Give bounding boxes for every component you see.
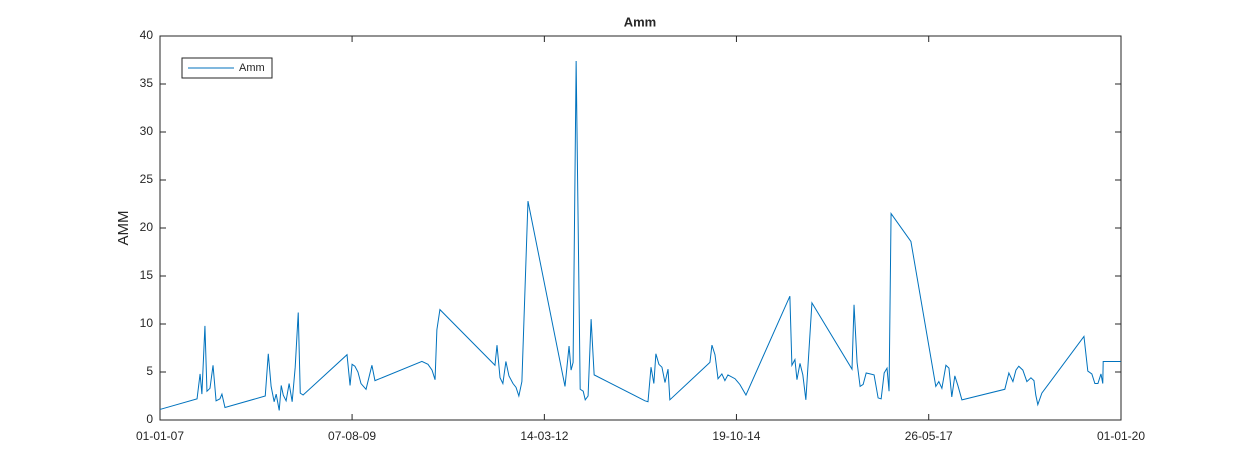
y-tick-label: 20 [140, 220, 154, 234]
y-tick-label: 10 [140, 316, 154, 330]
x-tick-label: 01-01-07 [136, 429, 184, 443]
x-tick-label: 01-01-20 [1097, 429, 1145, 443]
y-tick-label: 5 [146, 364, 153, 378]
line [159, 60, 1121, 411]
y-tick-label: 35 [140, 76, 154, 90]
x-tick-label: 14-03-12 [520, 429, 568, 443]
y-tick-label: 25 [140, 172, 154, 186]
x-tick-label: 19-10-14 [712, 429, 760, 443]
x-tick-label: 07-08-09 [328, 429, 376, 443]
chart-title: Amm [624, 14, 657, 29]
y-axis-label: AMM [115, 211, 132, 246]
y-tick-label: 30 [140, 124, 154, 138]
legend-label: Amm [239, 62, 265, 74]
y-tick-label: 0 [146, 412, 153, 426]
axes-box [159, 35, 1122, 421]
x-tick-label: 26-05-17 [905, 429, 953, 443]
y-tick-label: 40 [140, 28, 154, 42]
y-tick-label: 15 [140, 268, 154, 282]
